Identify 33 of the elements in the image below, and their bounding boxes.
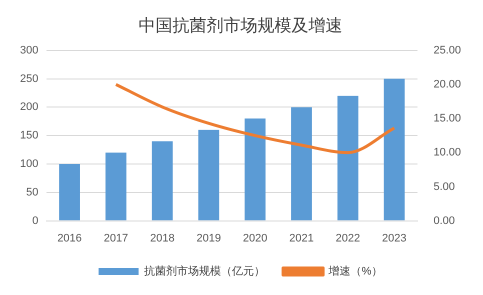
y2-tick-label: 10.00: [433, 146, 462, 159]
y2-tick-label: 20.00: [433, 78, 462, 91]
bar: [106, 152, 126, 220]
bar: [384, 78, 405, 220]
x-tick-label: 2020: [242, 232, 268, 244]
y2-tick-label: 25.00: [433, 44, 462, 56]
y2-tick-label: 0.00: [433, 214, 455, 227]
y-tick-label: 0: [32, 214, 38, 227]
chart-title: 中国抗菌剂市场规模及增速: [138, 16, 342, 35]
y-tick-label: 100: [20, 158, 38, 170]
bar: [198, 130, 220, 220]
x-tick-label: 2016: [57, 232, 82, 244]
bar: [152, 141, 173, 220]
x-tick-label: 2022: [336, 232, 360, 244]
bar: [291, 107, 312, 220]
y-tick-label: 250: [20, 72, 38, 85]
y2-tick-label: 15.00: [433, 112, 462, 125]
x-tick-label: 2018: [150, 232, 175, 244]
y-tick-label: 200: [20, 101, 38, 114]
y2-tick-label: 5.00: [433, 180, 455, 193]
x-tick-label: 2019: [196, 232, 221, 244]
bar: [337, 96, 358, 220]
legend-label: 抗菌剂市场规模（亿元）: [144, 264, 266, 278]
x-tick-label: 2023: [382, 232, 407, 244]
y-tick-label: 50: [26, 186, 38, 198]
bar: [59, 164, 80, 220]
x-tick-label: 2017: [104, 232, 128, 244]
y-tick-label: 300: [20, 44, 38, 56]
y-tick-label: 150: [20, 130, 38, 142]
x-tick-label: 2021: [289, 232, 314, 244]
line-series: [114, 82, 396, 154]
bar: [244, 118, 266, 220]
legend-label: 增速（%）: [328, 264, 382, 278]
